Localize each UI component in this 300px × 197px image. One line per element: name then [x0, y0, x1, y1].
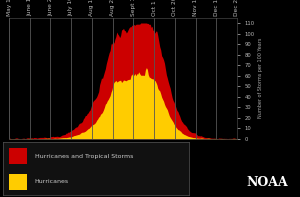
Text: Hurricanes: Hurricanes	[34, 179, 69, 184]
Bar	[9, 148, 27, 164]
Text: Hurricanes and Tropical Storms: Hurricanes and Tropical Storms	[34, 154, 133, 159]
Text: NOAA: NOAA	[246, 176, 288, 189]
Y-axis label: Number of Storms per 100 Years: Number of Storms per 100 Years	[257, 38, 262, 118]
Bar	[9, 174, 27, 190]
